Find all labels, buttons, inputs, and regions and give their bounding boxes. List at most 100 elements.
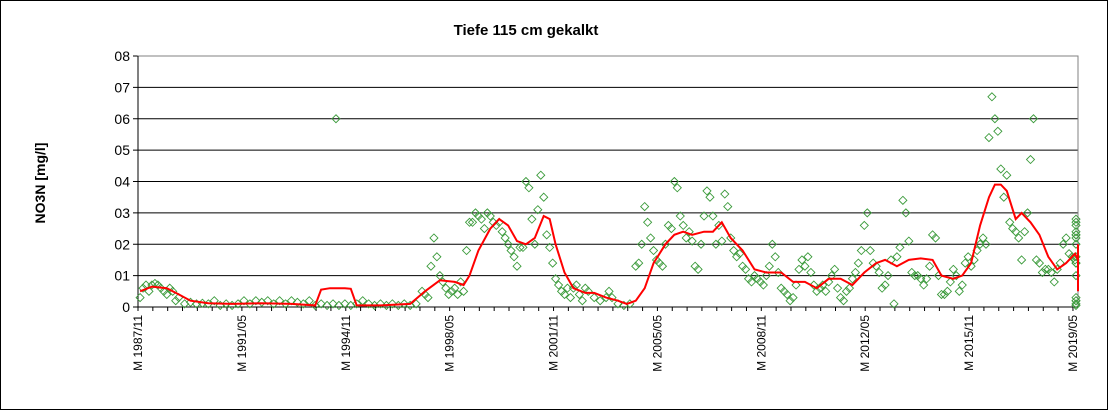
data-point (423, 292, 433, 303)
data-point (734, 249, 745, 259)
data-point (699, 211, 709, 221)
data-point (577, 296, 587, 306)
data-point (1040, 264, 1050, 274)
data-point (963, 252, 973, 262)
data-point (292, 297, 303, 307)
data-point (803, 252, 813, 262)
data-point (675, 211, 685, 221)
data-point (767, 239, 777, 249)
data-point (447, 286, 457, 296)
data-point (696, 239, 706, 249)
data-point (432, 252, 442, 262)
x-tick-label: M 1991/05 (235, 315, 249, 372)
data-point (595, 296, 605, 306)
data-point (399, 299, 409, 309)
data-point (589, 292, 599, 303)
data-point (723, 201, 733, 212)
data-point (604, 286, 614, 296)
x-tick-label: M 2015/11 (962, 315, 976, 371)
y-tick-label: 0 (122, 299, 130, 315)
data-point (850, 267, 861, 278)
data-point (340, 299, 350, 309)
y-tick-label: 03 (114, 205, 130, 221)
data-point (458, 286, 469, 296)
data-point (678, 220, 688, 231)
data-point (274, 296, 285, 306)
data-point (1005, 217, 1015, 227)
data-point (467, 217, 478, 227)
data-point (702, 186, 712, 196)
data-point (648, 245, 659, 256)
data-point (984, 132, 994, 143)
data-point (809, 280, 819, 290)
data-point (821, 286, 831, 296)
data-point (729, 245, 739, 256)
data-point (832, 283, 843, 293)
y-tick-label: 05 (114, 142, 130, 158)
data-point (453, 289, 463, 300)
data-point (800, 261, 810, 271)
data-point (889, 299, 899, 309)
data-point (711, 239, 721, 249)
data-point (263, 296, 273, 306)
data-point (1016, 255, 1027, 265)
data-point (936, 289, 947, 300)
data-point (1046, 267, 1056, 278)
data-point (1011, 227, 1021, 237)
data-point (476, 214, 487, 224)
data-point (550, 274, 561, 284)
data-point (877, 283, 887, 293)
data-point (921, 274, 932, 284)
data-point (773, 267, 783, 278)
data-point (1049, 277, 1059, 287)
data-point (853, 258, 863, 268)
data-point (521, 176, 531, 187)
data-point (565, 292, 576, 303)
data-point (316, 299, 326, 309)
data-point (387, 299, 398, 309)
data-point (957, 280, 967, 290)
y-axis-label: NO3N [mg/l] (32, 143, 48, 224)
y-tick-label: 07 (114, 79, 130, 95)
data-point (607, 292, 617, 303)
data-point (363, 299, 374, 309)
data-point (500, 233, 510, 243)
data-point (785, 296, 795, 306)
data-point (515, 242, 525, 253)
data-point (714, 220, 724, 231)
trend-line (139, 183, 1079, 307)
data-point (1028, 114, 1039, 124)
data-point (859, 220, 869, 231)
data-point (634, 258, 644, 268)
data-point (162, 289, 172, 300)
data-point (990, 114, 1000, 124)
data-point (536, 170, 546, 180)
data-point (1071, 214, 1081, 224)
data-point (978, 233, 988, 243)
data-point (794, 264, 804, 274)
chart-title: Tiefe 115 cm gekalkt (454, 22, 599, 39)
data-point (939, 289, 950, 300)
data-point (429, 233, 439, 243)
data-point (1071, 220, 1081, 231)
data-point (1037, 267, 1048, 278)
data-point (568, 283, 579, 293)
data-point (829, 264, 840, 274)
data-point (966, 261, 976, 271)
data-point (669, 176, 679, 187)
data-point (761, 270, 771, 281)
data-point (455, 277, 466, 287)
plot-area: 0 01 02 03 04 05 06 07 08 M 1987/11 M 1991/05 M 199… (114, 48, 1081, 372)
data-point (135, 292, 145, 303)
data-point (660, 239, 671, 249)
y-tick-label: 01 (114, 268, 130, 284)
data-point (791, 280, 801, 290)
data-point (559, 289, 570, 300)
data-point (880, 280, 890, 290)
data-point (530, 239, 540, 249)
data-point (631, 261, 641, 271)
data-point (221, 299, 231, 309)
data-point (506, 245, 516, 256)
data-point (1061, 233, 1071, 243)
